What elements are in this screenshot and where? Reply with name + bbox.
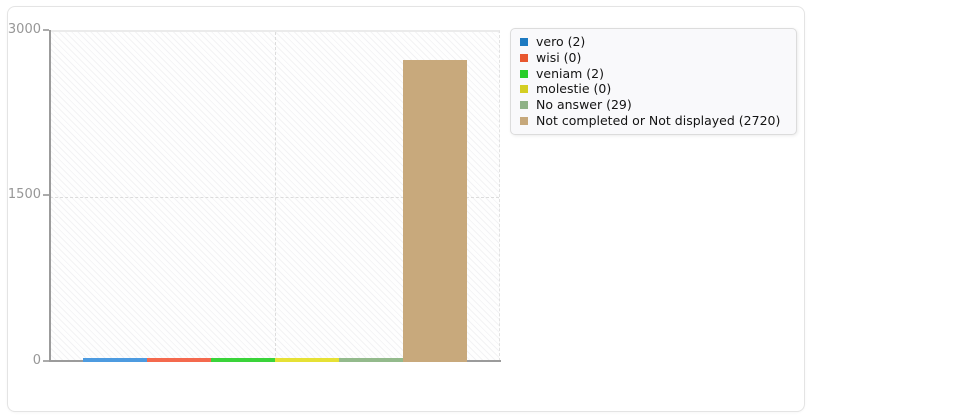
legend-color-swatch <box>520 53 528 62</box>
bar <box>403 60 467 362</box>
bar <box>211 358 275 362</box>
legend-item: Not completed or Not displayed (2720) <box>520 113 787 129</box>
legend-color-swatch <box>520 85 528 94</box>
legend-item: vero (2) <box>520 34 787 50</box>
y-axis-line <box>49 30 51 362</box>
legend-item-label: vero (2) <box>536 34 586 49</box>
legend-color-swatch <box>520 101 528 110</box>
y-axis-tick-mark <box>43 360 49 362</box>
y-axis-tick-mark <box>43 29 49 31</box>
legend-item: No answer (29) <box>520 97 787 113</box>
bar <box>147 358 211 362</box>
legend-item-label: Not completed or Not displayed (2720) <box>536 113 781 129</box>
y-axis-tick-label-0: 0 <box>32 353 41 368</box>
legend-item: wisi (0) <box>520 50 787 66</box>
legend-item-label: molestie (0) <box>536 81 612 97</box>
plot-area <box>50 30 500 362</box>
bar <box>83 358 147 362</box>
y-axis-tick-mark <box>43 194 49 196</box>
gridline-1500 <box>50 197 499 198</box>
bar <box>339 358 403 362</box>
legend-color-swatch <box>520 37 528 46</box>
legend-item-label: No answer (29) <box>536 97 632 113</box>
legend-item-label: wisi (0) <box>536 49 582 65</box>
legend-item: veniam (2) <box>520 66 787 82</box>
y-axis-tick-label-1500: 1500 <box>7 187 41 202</box>
legend-color-swatch <box>520 117 528 126</box>
legend-item: molestie (0) <box>520 81 787 97</box>
legend-color-swatch <box>520 69 528 78</box>
y-axis-tick-label-3000: 3000 <box>7 22 41 37</box>
gridline-vertical-center <box>275 32 276 361</box>
legend-item-label: veniam (2) <box>536 65 604 81</box>
chart-legend: vero (2) wisi (0) veniam (2) molestie (0… <box>510 28 797 135</box>
bar <box>275 358 339 362</box>
